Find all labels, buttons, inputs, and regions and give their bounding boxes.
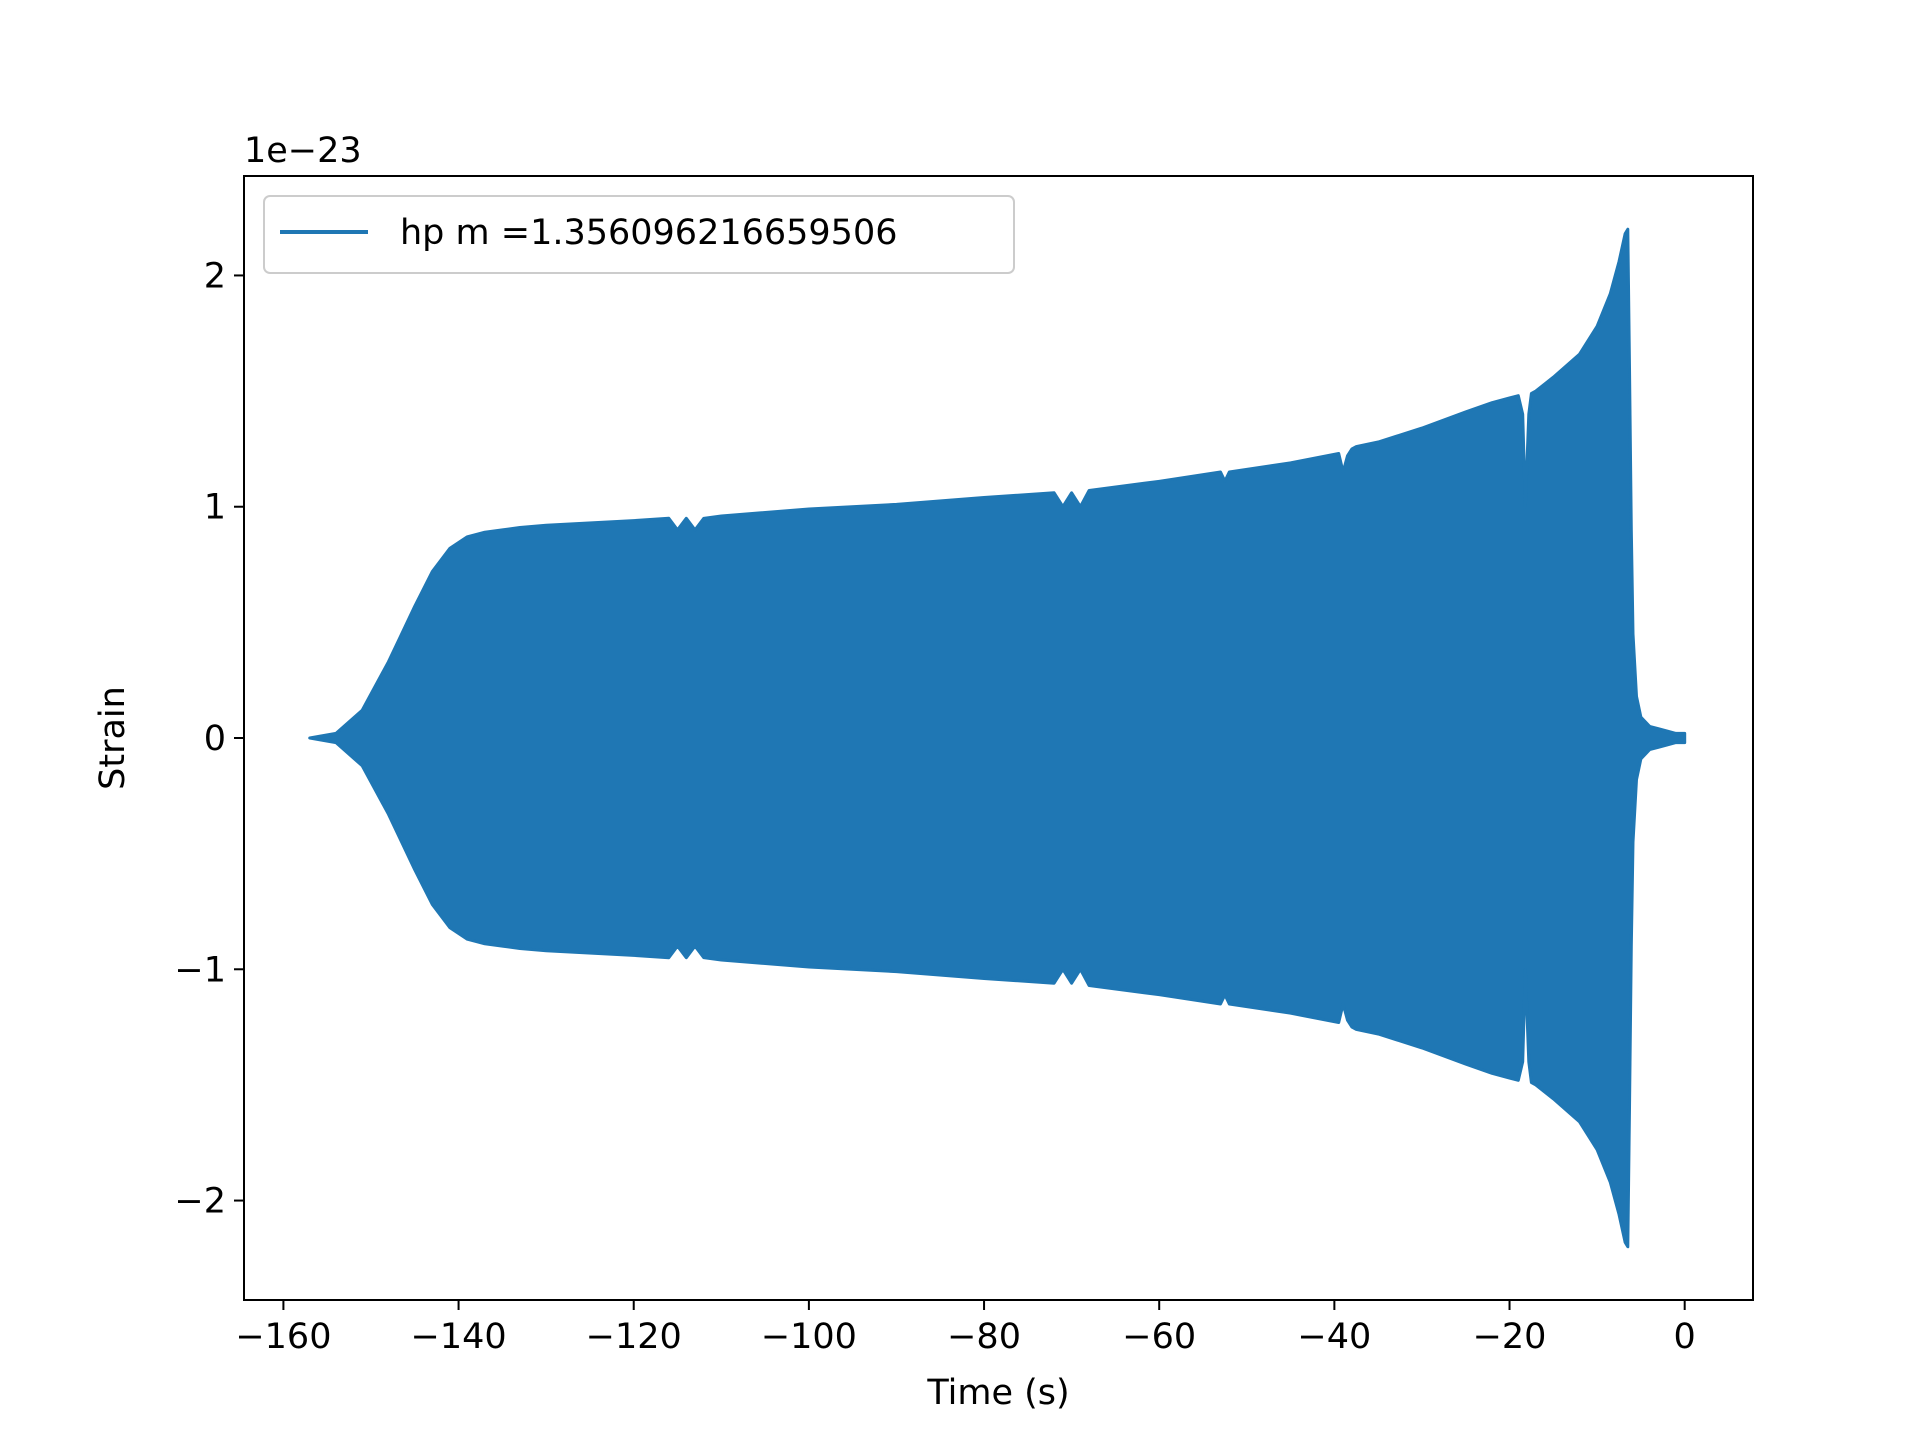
x-axis-label: Time (s): [926, 1373, 1069, 1413]
x-tick-label: 0: [1674, 1317, 1696, 1357]
y-tick-label: 1: [204, 488, 226, 528]
y-axis-label: Strain: [93, 686, 133, 790]
y-tick-label: 0: [204, 719, 226, 759]
x-tick-label: −60: [1122, 1317, 1196, 1357]
x-tick-label: −80: [947, 1317, 1021, 1357]
x-tick-label: −20: [1473, 1317, 1547, 1357]
y-tick-label: −1: [174, 950, 226, 990]
x-tick-label: −140: [411, 1317, 507, 1357]
legend-box: [263, 195, 1015, 274]
y-axis: −2 −1 0 1 2: [174, 256, 244, 1222]
series-layer: [308, 227, 1687, 1249]
x-tick-label: −100: [761, 1317, 857, 1357]
x-tick-label: −120: [586, 1317, 682, 1357]
series-hp-waveform: [308, 227, 1687, 1249]
y-axis-offset-label: 1e−23: [244, 131, 362, 171]
legend-entry-label: hp m =1.356096216659506: [400, 213, 898, 253]
y-tick-label: −2: [174, 1182, 226, 1222]
x-tick-label: −40: [1297, 1317, 1371, 1357]
x-axis: −160 −140 −120 −100 −80 −60 −40 −20 0: [235, 1300, 1696, 1357]
y-tick-label: 2: [204, 256, 226, 296]
legend: hp m =1.356096216659506: [263, 195, 1015, 274]
x-tick-label: −160: [235, 1317, 331, 1357]
